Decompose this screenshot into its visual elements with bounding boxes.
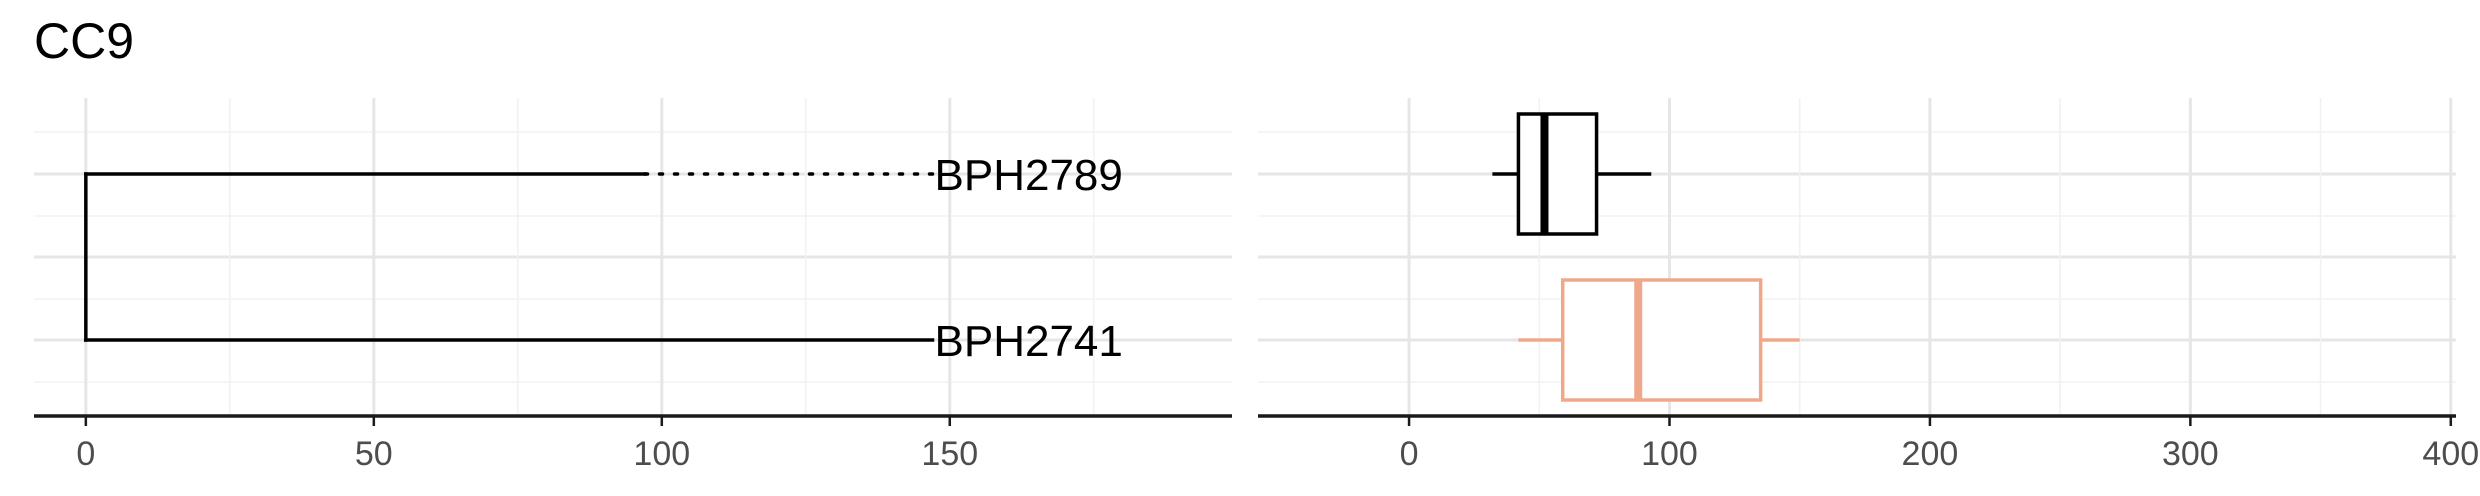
tree-x-tick-label: 0 xyxy=(76,435,95,473)
box-x-tick-label: 300 xyxy=(2162,435,2219,473)
boxplot-panel: 0 100 200 300 400 xyxy=(1258,98,2479,473)
box-x-tick-label: 200 xyxy=(1902,435,1959,473)
box-iqr xyxy=(1560,278,1763,402)
box-x-tick-label: 100 xyxy=(1641,435,1698,473)
box-x-tick-label: 0 xyxy=(1400,435,1419,473)
tree-x-tick-label: 150 xyxy=(921,435,978,473)
tree-panel: 0 50 100 150 BPH2789 BPH2741 xyxy=(34,98,1232,473)
chart-title: CC9 xyxy=(34,13,134,69)
tree-x-tick-label: 100 xyxy=(633,435,690,473)
tree-tip-label: BPH2789 xyxy=(935,151,1123,200)
tree-tip-label: BPH2741 xyxy=(935,317,1123,366)
box-iqr xyxy=(1516,112,1599,236)
box-x-tick-label: 400 xyxy=(2422,435,2479,473)
tree-x-tick-label: 50 xyxy=(355,435,393,473)
